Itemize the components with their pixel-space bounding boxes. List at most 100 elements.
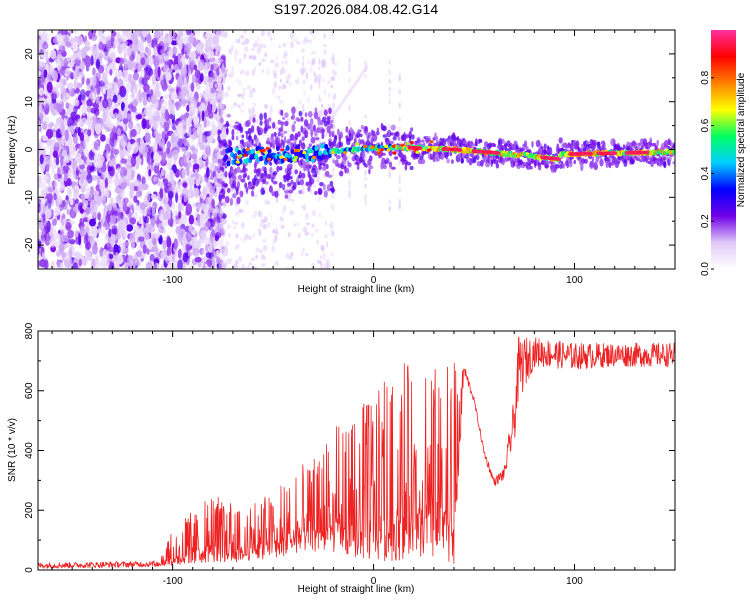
spectrogram-cell (269, 105, 273, 111)
spectrogram-cell (188, 214, 195, 225)
spectrogram-cell (130, 155, 137, 167)
spectrogram-cell (273, 72, 277, 79)
spectrogram-cell (175, 225, 182, 235)
spectrogram-cell (45, 164, 50, 172)
spectrogram-cell (86, 252, 92, 258)
spectrogram-cell (147, 96, 151, 107)
spectrogram-cell (398, 117, 401, 122)
spectrogram-cell (202, 75, 209, 85)
spectrogram-cell (385, 157, 390, 164)
spectrogram-cell (94, 254, 99, 265)
spectrogram-cell (307, 186, 311, 192)
spectrogram-cell (135, 53, 141, 64)
spectrogram-cell (161, 137, 165, 150)
spectrogram-cell (388, 206, 391, 211)
spectrogram-cell (182, 252, 189, 263)
spectrogram-cell (203, 110, 210, 118)
spectrogram-cell (131, 79, 137, 90)
spectrogram-cell (167, 119, 171, 125)
spectrogram-cell (592, 139, 597, 146)
spectrogram-cell (255, 119, 260, 123)
spectrogram-cell (227, 85, 231, 92)
spectrogram-cell (222, 109, 226, 115)
spectrogram-cell (65, 92, 70, 99)
spectrogram-cell (99, 180, 106, 193)
spectrogram-cell (110, 235, 118, 241)
spectrogram-cell (368, 168, 371, 175)
spectrogram-cell (123, 107, 127, 119)
spectrogram-cell (520, 147, 525, 152)
spectrogram-cell (153, 46, 158, 57)
spectrogram-cell (298, 189, 303, 195)
spectrogram-cell (73, 99, 80, 107)
spectrogram-cell (302, 185, 305, 191)
spectrogram-cell (104, 84, 108, 91)
spectrogram-xtick-label: 100 (566, 275, 583, 286)
spectrogram-cell (208, 238, 212, 245)
spectrogram-cell (308, 164, 312, 169)
spectrogram-cell (53, 192, 57, 201)
spectrogram-cell (280, 121, 284, 129)
spectrogram-cell (222, 67, 226, 74)
spectrogram-cell (121, 189, 125, 200)
spectrogram-cell (359, 133, 363, 138)
spectrogram-cell (283, 130, 287, 134)
spectrogram-cell (591, 156, 595, 162)
spectrogram-cell (208, 245, 213, 253)
spectrogram-cell (273, 81, 278, 87)
spectrogram-cell (121, 34, 128, 42)
spectrogram-cell (63, 117, 67, 128)
spectrogram-cell (130, 128, 137, 138)
spectrogram-cell (98, 41, 104, 51)
spectrogram-cell (252, 87, 255, 94)
spectrogram-cell (293, 148, 298, 153)
spectrogram-cell (46, 128, 53, 139)
spectrogram-cell (131, 43, 139, 53)
spectrogram-cell (321, 78, 326, 82)
spectrogram-cell (150, 217, 156, 227)
spectrogram-cell (363, 144, 368, 149)
spectrogram-cell (52, 150, 59, 158)
spectrogram-cell (388, 93, 391, 97)
spectrogram-cell (302, 247, 305, 253)
spectrogram-cell (46, 81, 53, 94)
spectrogram-cell (80, 47, 86, 59)
spectrogram-cell (364, 115, 367, 119)
spectrogram-cell (137, 245, 141, 252)
spectrogram-cell (288, 176, 293, 180)
spectrogram-cell (216, 100, 219, 105)
spectrogram-cell (128, 120, 134, 130)
spectrogram-cell (522, 161, 526, 167)
spectrogram-cell (151, 39, 155, 48)
spectrogram-cell (46, 235, 50, 246)
spectrogram-cell (229, 197, 234, 206)
spectrogram-cell (208, 183, 213, 190)
spectrogram-cell (331, 151, 336, 155)
spectrogram-cell (134, 202, 139, 212)
spectrogram-cell (154, 129, 158, 137)
spectrogram-cell (379, 148, 384, 152)
spectrogram-cell (81, 105, 87, 116)
spectrogram-cell (311, 156, 316, 160)
spectrogram-cell (211, 198, 215, 208)
spectrogram-cell (107, 203, 114, 215)
spectrogram-cell (148, 68, 154, 77)
spectrogram-cell (105, 110, 112, 117)
spectrogram-cell (48, 101, 54, 113)
spectrogram-cell (242, 87, 246, 91)
spectrogram-cell (245, 147, 250, 151)
spectrogram-cell (348, 193, 351, 198)
spectrogram-cell (225, 122, 230, 128)
spectrogram-cell (468, 144, 473, 148)
spectrogram-cell (284, 120, 289, 127)
spectrogram-cell (299, 178, 305, 186)
spectrogram-cell (289, 32, 294, 39)
spectrogram-cell (309, 39, 312, 44)
spectrogram-cell (185, 243, 191, 253)
spectrogram-cell (214, 234, 219, 242)
spectrogram-cell (261, 148, 266, 152)
spectrogram-cell (214, 206, 219, 214)
spectrogram-cell (256, 150, 261, 154)
spectrogram-cell (166, 247, 170, 256)
spectrogram-cell (306, 231, 310, 236)
